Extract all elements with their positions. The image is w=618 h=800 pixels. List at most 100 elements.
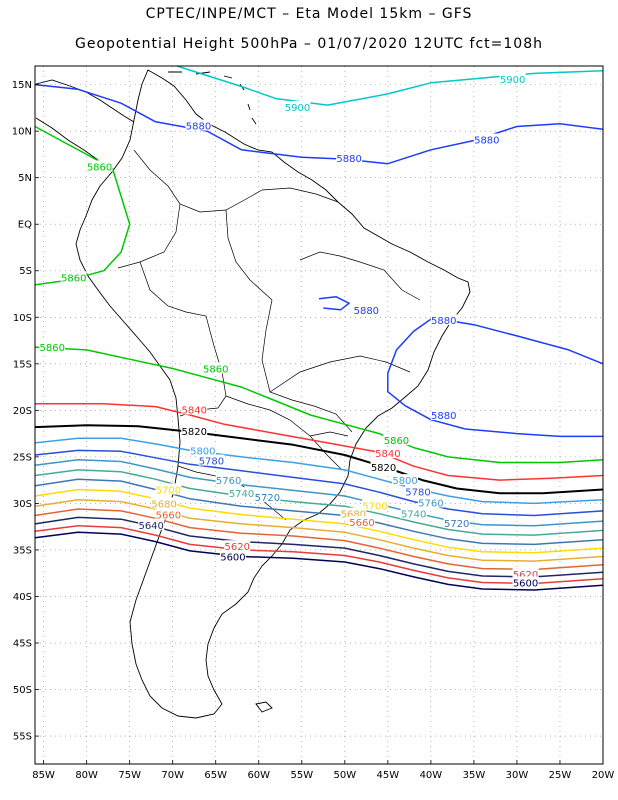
lon-tick-label: 80W	[75, 770, 98, 781]
contour-5620	[34, 524, 604, 585]
lon-tick-label: 45W	[377, 770, 400, 781]
contour-label-5880: 5880	[186, 122, 211, 133]
lon-tick-label: 55W	[290, 770, 313, 781]
contour-label-5860: 5860	[39, 343, 64, 354]
lat-tick-label: 30S	[13, 499, 32, 510]
title-line-2: Geopotential Height 500hPa – 01/07/2020 …	[75, 36, 543, 52]
contour-label-bg	[353, 303, 380, 315]
lat-tick-label: 45S	[13, 639, 32, 650]
contour-label-bg	[512, 568, 539, 580]
contour-5880	[318, 296, 350, 311]
lon-tick-label: 30W	[506, 770, 529, 781]
contour-label-bg	[181, 424, 208, 436]
contour-label-bg	[430, 409, 457, 420]
contour-label-5660: 5660	[156, 511, 181, 522]
lat-tick-label: 15S	[13, 359, 32, 370]
contour-label-bg	[86, 160, 113, 172]
central-america-coastline	[35, 79, 135, 161]
contour-label-bg	[284, 100, 311, 112]
contour-label-bg	[473, 133, 500, 145]
contour-label-bg	[198, 454, 225, 466]
contour-5880	[34, 83, 604, 165]
lat-tick-label: 25S	[13, 452, 32, 463]
contour-label-5860: 5860	[61, 273, 86, 284]
contour-lines	[34, 65, 604, 591]
contour-label-5680: 5680	[341, 510, 366, 521]
contour-label-bg	[254, 490, 281, 502]
contour-label-bg	[181, 403, 208, 415]
contour-5680	[34, 498, 604, 562]
contour-label-5740: 5740	[229, 489, 254, 500]
coastline-and-borders	[35, 69, 471, 719]
contour-label-5760: 5760	[216, 476, 241, 487]
contour-label-5720: 5720	[255, 493, 280, 504]
contour-label-bg	[383, 434, 410, 446]
lat-tick-label: 10S	[13, 313, 32, 324]
lon-tick-label: 85W	[32, 770, 55, 781]
contour-5800	[34, 437, 604, 505]
contour-label-5840: 5840	[181, 405, 206, 416]
national-borders	[117, 149, 421, 521]
contour-label-5900: 5900	[500, 75, 525, 86]
contour-label-bg	[138, 518, 165, 530]
lon-tick-label: 65W	[204, 770, 227, 781]
contour-label-bg	[224, 540, 251, 552]
lon-tick-label: 20W	[592, 770, 615, 781]
contour-5600	[34, 531, 604, 591]
contour-label-5820: 5820	[371, 463, 396, 474]
contour-label-5880: 5880	[336, 154, 361, 165]
map-plot-area	[35, 66, 603, 764]
contour-5720	[34, 478, 604, 546]
contour-label-5720: 5720	[444, 519, 469, 530]
contour-label-bg	[512, 576, 539, 588]
contour-label-bg	[392, 474, 419, 486]
contour-label-bg	[499, 73, 526, 85]
lon-tick-label: 60W	[247, 770, 270, 781]
contour-label-bg	[336, 152, 363, 164]
map-frame	[34, 65, 604, 765]
contour-label-5900: 5900	[285, 103, 310, 114]
lon-tick-label: 35W	[463, 770, 486, 781]
contour-label-5840: 5840	[375, 449, 400, 460]
contour-label-bg	[151, 497, 178, 509]
lon-tick-label: 25W	[549, 770, 572, 781]
contour-5820	[34, 424, 604, 495]
contour-label-5600: 5600	[220, 552, 245, 563]
contour-label-5620: 5620	[513, 570, 538, 581]
contour-label-bg	[400, 507, 427, 519]
contour-label-5780: 5780	[405, 487, 430, 498]
contour-5740	[34, 469, 604, 536]
falkland-islands	[255, 701, 273, 713]
contour-5840	[35, 403, 604, 481]
axis-ticks: 15N 10N 5N EQ 5S 10S 15S 20S 25S 30S 35S 40S 45S 50S 5…	[12, 80, 615, 781]
contour-5860	[34, 346, 604, 464]
lat-tick-label: 40S	[13, 592, 32, 603]
contour-label-5880: 5880	[354, 306, 379, 317]
lat-tick-label: 35S	[13, 545, 32, 556]
contour-label-bg	[202, 362, 229, 374]
contour-label-5860: 5860	[87, 163, 112, 174]
contour-label-bg	[228, 487, 255, 499]
contour-label-bg	[417, 496, 444, 508]
contour-label-bg	[430, 314, 457, 326]
contour-label-bg	[219, 550, 246, 562]
lon-tick-label: 75W	[118, 770, 141, 781]
lon-tick-label: 70W	[161, 770, 184, 781]
contour-5880	[387, 318, 604, 438]
lon-tick-label: 50W	[334, 770, 357, 781]
contour-5700	[34, 488, 604, 554]
contour-label-5880: 5880	[474, 136, 499, 147]
contour-label-5780: 5780	[199, 457, 224, 468]
contour-label-5600: 5600	[513, 579, 538, 590]
lat-tick-label: EQ	[18, 220, 32, 231]
contour-label-5820: 5820	[181, 427, 206, 438]
contour-label-bg	[361, 499, 388, 511]
contour-label-bg	[370, 461, 397, 473]
lat-tick-label: 15N	[12, 80, 32, 91]
lat-tick-label: 10N	[12, 127, 32, 138]
contour-label-bg	[155, 508, 182, 520]
contour-label-bg	[340, 507, 367, 519]
contour-label-5700: 5700	[156, 485, 181, 496]
contour-label-bg	[404, 485, 431, 497]
